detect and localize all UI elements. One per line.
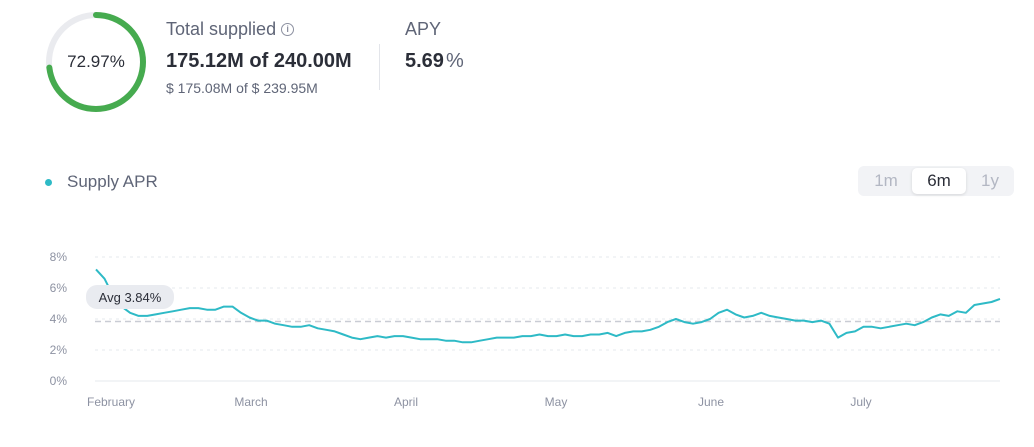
apy-value: 5.69 bbox=[405, 50, 444, 72]
total-supplied-header: Total supplied i bbox=[166, 19, 352, 40]
stats-divider bbox=[379, 44, 380, 90]
x-tick-label: June bbox=[698, 395, 724, 409]
legend-label: Supply APR bbox=[67, 172, 158, 191]
supplied-usd-amount: $ 175.08M bbox=[166, 80, 233, 96]
supplied-amount: 175.12M bbox=[166, 50, 244, 72]
x-tick-label: March bbox=[234, 395, 267, 409]
total-supplied-title: Total supplied bbox=[166, 19, 277, 39]
apy-unit: % bbox=[445, 50, 464, 72]
x-tick-label: May bbox=[545, 395, 568, 409]
total-supplied-panel: Total supplied i 175.12M of 240.00M $ 17… bbox=[166, 19, 352, 96]
supply-cap-usd: $ 239.95M bbox=[251, 80, 318, 96]
average-badge-label: Avg 3.84% bbox=[99, 290, 162, 305]
utilization-percent: 72.97% bbox=[67, 52, 125, 71]
of-label: of bbox=[249, 50, 269, 72]
utilization-ring: 72.97% bbox=[44, 10, 148, 114]
legend-dot-icon bbox=[45, 178, 52, 186]
x-tick-label: July bbox=[850, 395, 871, 409]
apy-title: APY bbox=[405, 19, 442, 39]
time-range-selector: 1m 6m 1y bbox=[858, 166, 1014, 196]
average-badge bbox=[86, 285, 174, 309]
chart-svg: 0% 2% 4% 6% 8% February March April May June July… bbox=[50, 250, 1001, 409]
info-icon[interactable]: i bbox=[281, 23, 295, 36]
ring-fill bbox=[46, 12, 146, 112]
range-6m-button[interactable]: 6m bbox=[912, 168, 966, 194]
y-tick-label: 0% bbox=[50, 374, 68, 388]
x-tick-label: April bbox=[394, 395, 418, 409]
supplied-amount-row: 175.12M of 240.00M bbox=[166, 50, 352, 73]
range-1y-button[interactable]: 1y bbox=[981, 171, 999, 190]
supply-apr-chart: 0% 2% 4% 6% 8% February March April May June July… bbox=[0, 230, 1034, 447]
y-tick-label: 6% bbox=[50, 281, 68, 295]
apy-value-row: 5.69% bbox=[405, 50, 464, 73]
x-tick-label: February bbox=[87, 395, 135, 409]
range-1m-button[interactable]: 1m bbox=[874, 171, 898, 190]
supplied-usd-row: $ 175.08M of $ 239.95M bbox=[166, 80, 352, 96]
y-tick-label: 2% bbox=[50, 343, 68, 357]
apy-panel: APY 5.69% bbox=[405, 19, 464, 73]
y-tick-label: 8% bbox=[50, 250, 68, 264]
y-tick-label: 4% bbox=[50, 312, 68, 326]
supply-cap: 240.00M bbox=[273, 50, 352, 72]
chart-legend: Supply APR bbox=[45, 172, 158, 192]
usd-of-label: of bbox=[236, 80, 248, 96]
utilization-ring-graphic bbox=[46, 12, 146, 112]
series-line bbox=[95, 268, 1001, 344]
